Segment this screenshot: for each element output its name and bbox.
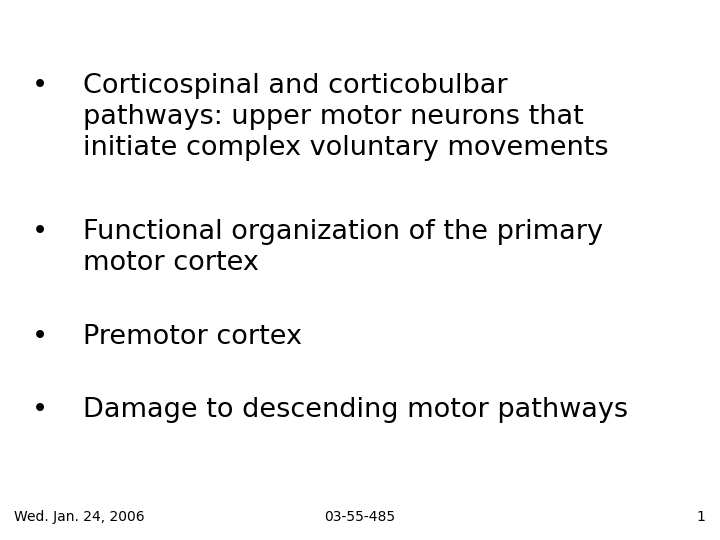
- Text: •: •: [32, 73, 48, 99]
- Text: 1: 1: [697, 510, 706, 524]
- Text: •: •: [32, 219, 48, 245]
- Text: Corticospinal and corticobulbar
pathways: upper motor neurons that
initiate comp: Corticospinal and corticobulbar pathways…: [83, 73, 608, 161]
- Text: •: •: [32, 397, 48, 423]
- Text: Functional organization of the primary
motor cortex: Functional organization of the primary m…: [83, 219, 603, 276]
- Text: Wed. Jan. 24, 2006: Wed. Jan. 24, 2006: [14, 510, 145, 524]
- Text: Premotor cortex: Premotor cortex: [83, 324, 302, 350]
- Text: •: •: [32, 324, 48, 350]
- Text: Damage to descending motor pathways: Damage to descending motor pathways: [83, 397, 628, 423]
- Text: 03-55-485: 03-55-485: [325, 510, 395, 524]
